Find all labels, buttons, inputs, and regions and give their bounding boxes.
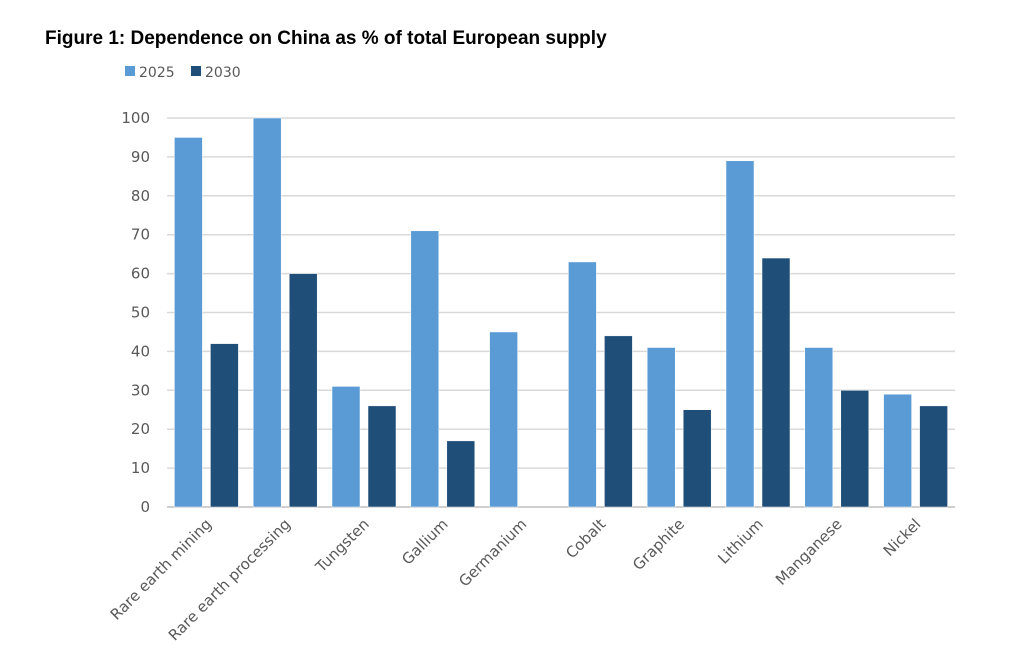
y-tick-label: 90 bbox=[131, 148, 150, 166]
y-tick-label: 70 bbox=[131, 226, 150, 244]
x-tick-label: Cobalt bbox=[562, 515, 609, 562]
bar-2025 bbox=[804, 347, 834, 508]
bar-2025 bbox=[252, 117, 282, 508]
y-tick-label: 50 bbox=[131, 304, 150, 322]
bar-2025 bbox=[174, 137, 203, 508]
bar-2025 bbox=[331, 386, 361, 508]
chart-title: Figure 1: Dependence on China as % of to… bbox=[45, 28, 607, 49]
bar-2030 bbox=[604, 335, 633, 508]
x-tick-label: Tungsten bbox=[311, 515, 372, 576]
bar-2030 bbox=[919, 405, 948, 508]
x-tick-label: Nickel bbox=[880, 515, 925, 560]
y-tick-label: 10 bbox=[131, 459, 150, 477]
bar-2030 bbox=[840, 390, 870, 508]
legend-label: 2025 bbox=[139, 65, 175, 81]
y-tick-label: 80 bbox=[131, 187, 150, 205]
y-tick-label: 20 bbox=[131, 420, 150, 438]
legend-swatch bbox=[125, 66, 135, 76]
bar-2025 bbox=[489, 331, 518, 508]
legend-label: 2030 bbox=[205, 65, 241, 81]
y-tick-label: 0 bbox=[140, 498, 150, 516]
x-tick-label: Gallium bbox=[398, 515, 451, 568]
x-tick-label: Germanium bbox=[455, 515, 530, 590]
bar-2030 bbox=[367, 405, 397, 508]
y-tick-label: 30 bbox=[131, 381, 150, 399]
y-tick-label: 100 bbox=[121, 109, 150, 127]
x-tick-label: Graphite bbox=[629, 515, 688, 574]
bar-2025 bbox=[646, 347, 676, 508]
bar-2025 bbox=[883, 393, 912, 508]
x-tick-label: Lithium bbox=[714, 515, 766, 567]
legend-swatch bbox=[191, 66, 201, 76]
x-tick-label: Manganese bbox=[772, 515, 846, 589]
bar-2025 bbox=[410, 230, 440, 508]
bar-2030 bbox=[761, 257, 791, 508]
bar-2030 bbox=[210, 343, 239, 508]
bar-2030 bbox=[682, 409, 712, 508]
y-tick-label: 60 bbox=[131, 265, 150, 283]
bar-2030 bbox=[288, 273, 318, 508]
bar-2025 bbox=[725, 160, 755, 508]
bar-2025 bbox=[568, 261, 597, 508]
bar-2030 bbox=[446, 440, 476, 508]
y-tick-label: 40 bbox=[131, 342, 150, 360]
